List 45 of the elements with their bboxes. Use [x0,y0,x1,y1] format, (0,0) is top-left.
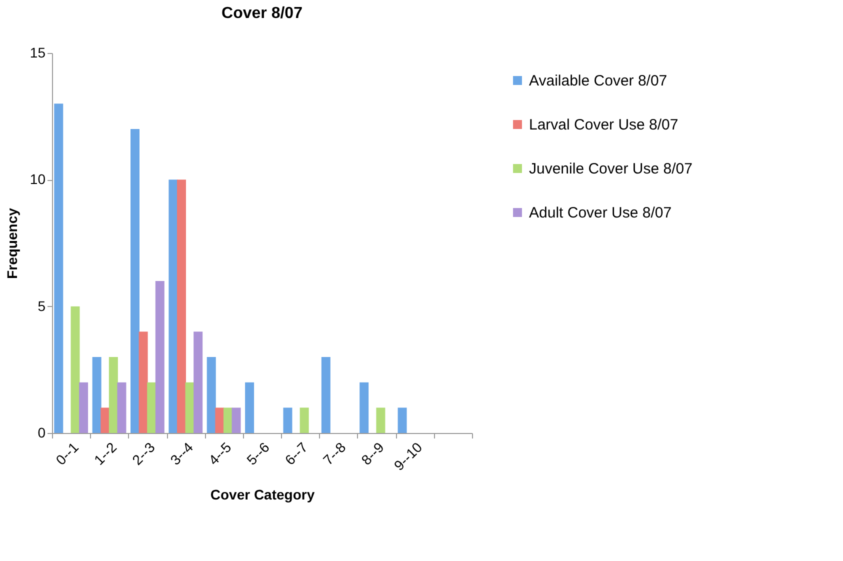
chart-title: Cover 8/07 [222,5,303,22]
x-tick-label: 7--8 [320,438,349,468]
x-tick-label: 6--7 [282,438,311,468]
bar [117,382,126,433]
legend-label: Adult Cover Use 8/07 [529,204,672,222]
x-tick-label: 3--4 [167,438,196,468]
bar [70,306,80,433]
x-tick-label: 4--5 [205,438,234,468]
bar [232,408,241,433]
legend-label: Juvenile Cover Use 8/07 [529,160,692,178]
bar [138,332,148,433]
y-tick-label: 5 [38,298,46,314]
x-axis-title: Cover Category [210,486,315,503]
x-tick-label: 0--1 [52,438,82,468]
bar [321,357,330,433]
bar [100,408,110,433]
bar [54,104,64,433]
y-tick-label: 10 [30,171,46,188]
bar [360,382,369,433]
bar [108,357,118,433]
y-tick-label: 0 [38,424,46,440]
bar [376,408,386,433]
bar [79,382,88,433]
bar [300,408,309,433]
bar [215,408,224,433]
bar [92,357,102,433]
bar [168,180,178,433]
bar [245,382,254,433]
x-tick-label: 2--3 [128,438,158,468]
bar [155,281,164,433]
bar [206,357,216,433]
bar [223,408,232,433]
x-tick-label: 1--2 [90,438,120,468]
bar [147,382,156,433]
legend-label: Larval Cover Use 8/07 [529,116,678,134]
x-tick-label: 8--9 [358,438,388,468]
bar [176,180,186,433]
legend-label: Available Cover 8/07 [529,72,668,90]
y-axis-title: Frequency [4,208,20,279]
bar [130,129,140,433]
bar [194,332,203,433]
y-tick-label: 15 [30,44,46,60]
bar [283,408,292,433]
bar [398,408,407,433]
x-tick-label: 5--6 [243,438,273,468]
